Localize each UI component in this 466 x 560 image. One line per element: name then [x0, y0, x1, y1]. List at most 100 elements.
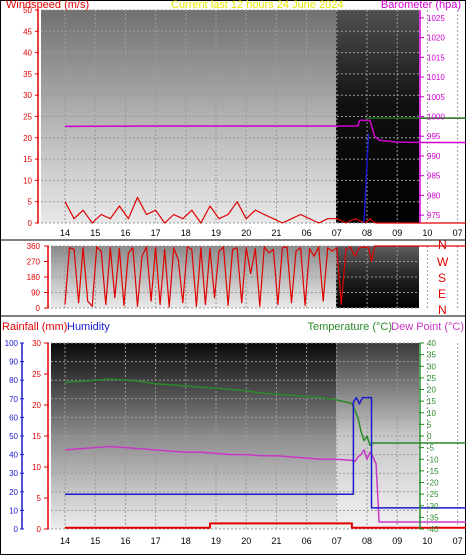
direction-tick-360: 360 — [27, 242, 41, 251]
bot-x-tick-10: 08 — [362, 536, 372, 546]
temperature-tick--15: -15 — [427, 467, 439, 476]
bot-x-tick-5: 19 — [211, 536, 221, 546]
barometer-tick-1005: 1005 — [427, 93, 445, 102]
dewpoint-series-line — [64, 445, 466, 523]
rainfall-axis-label: Rainfall (mm) — [2, 321, 67, 333]
rainfall-series-line — [65, 522, 466, 529]
temperature-tick-10: 10 — [427, 409, 436, 418]
rainfall-tick-0: 0 — [14, 525, 19, 534]
bot-x-tick-9: 07 — [332, 536, 342, 546]
windspeed-tick-20: 20 — [23, 134, 32, 143]
direction-tick-270: 270 — [27, 258, 41, 267]
direction-label-w: W — [437, 255, 449, 269]
temperature-tick-35: 35 — [427, 351, 436, 360]
top-x-tick-11: 09 — [392, 228, 402, 238]
temperature-tick-5: 5 — [427, 420, 432, 429]
rainfall-tick-90: 90 — [9, 358, 18, 367]
top-x-tick-9: 07 — [332, 228, 342, 238]
barometer-tick-980: 980 — [427, 191, 441, 200]
mid-panel-bg-right — [336, 246, 419, 308]
windspeed-tick-40: 40 — [23, 49, 32, 58]
barometer-tick-1020: 1020 — [427, 34, 445, 43]
bot-x-tick-3: 17 — [151, 536, 161, 546]
bot-x-tick-8: 06 — [302, 536, 312, 546]
dewpoint-axis-label: Dew Point (°C) — [391, 321, 464, 333]
temperature-tick-0: 0 — [427, 432, 432, 441]
windspeed-tick-30: 30 — [23, 91, 32, 100]
windspeed-axis-label: Windspeed (m/s) — [6, 0, 89, 11]
bot-x-tick-13: 07 — [453, 536, 463, 546]
humidity-axis-label: Humidity — [67, 321, 110, 333]
windspeed-tick-5: 5 — [28, 198, 33, 207]
rainfall-tick-30: 30 — [9, 469, 18, 478]
humidity-tick-10: 10 — [32, 463, 41, 472]
bot-x-tick-2: 16 — [120, 536, 130, 546]
direction-label-e: E — [438, 287, 446, 301]
grid-layer — [41, 9, 459, 530]
top-x-tick-10: 08 — [362, 228, 372, 238]
temperature-tick--35: -35 — [427, 513, 439, 522]
chart-title: Current last 12 hours 24 June 2024 — [171, 0, 343, 11]
windspeed-tick-0: 0 — [28, 219, 33, 228]
temperature-tick--30: -30 — [427, 502, 439, 511]
direction-label-s: S — [438, 271, 446, 285]
barometer-tick-1025: 1025 — [427, 14, 445, 23]
barometer-tick-1010: 1010 — [427, 73, 445, 82]
humidity-tick-20: 20 — [32, 401, 41, 410]
direction-tick-0: 0 — [36, 304, 41, 313]
temperature-tick-20: 20 — [427, 386, 436, 395]
bot-x-tick-0: 14 — [60, 536, 70, 546]
top-humidity-jump-line — [363, 133, 370, 224]
direction-tick-180: 180 — [27, 273, 41, 282]
windspeed-tick-45: 45 — [23, 27, 32, 36]
rainfall-tick-60: 60 — [9, 413, 18, 422]
top-x-tick-1: 15 — [90, 228, 100, 238]
direction-label-n-top: N — [438, 238, 447, 252]
rainfall-tick-100: 100 — [5, 339, 19, 348]
humidity-series-line — [65, 396, 466, 509]
rainfall-tick-80: 80 — [9, 376, 18, 385]
series-layer — [64, 117, 466, 529]
top-x-tick-8: 06 — [302, 228, 312, 238]
barometer-axis-label: Barometer (hpa) — [381, 0, 461, 11]
temperature-tick--10: -10 — [427, 455, 439, 464]
windspeed-series-line — [64, 196, 466, 224]
barometer-series-line — [64, 119, 466, 144]
bot-x-tick-6: 20 — [241, 536, 251, 546]
temperature-tick-15: 15 — [427, 397, 436, 406]
temperature-tick-30: 30 — [427, 362, 436, 371]
rainfall-tick-40: 40 — [9, 451, 18, 460]
temperature-tick--25: -25 — [427, 490, 439, 499]
top-x-tick-7: 21 — [271, 228, 281, 238]
rainfall-tick-10: 10 — [9, 506, 18, 515]
humidity-tick-15: 15 — [32, 432, 41, 441]
rainfall-tick-20: 20 — [9, 488, 18, 497]
top-x-tick-0: 14 — [60, 228, 70, 238]
bot-x-tick-4: 18 — [181, 536, 191, 546]
windspeed-tick-10: 10 — [23, 176, 32, 185]
top-x-tick-13: 07 — [453, 228, 463, 238]
windspeed-tick-15: 15 — [23, 155, 32, 164]
windspeed-tick-25: 25 — [23, 113, 32, 122]
temperature-tick--5: -5 — [427, 444, 435, 453]
barometer-tick-985: 985 — [427, 172, 441, 181]
top-x-tick-4: 18 — [181, 228, 191, 238]
direction-series-line — [64, 245, 466, 308]
temperature-tick--40: -40 — [427, 525, 439, 534]
direction-tick-90: 90 — [31, 289, 40, 298]
direction-label-n-bottom: N — [438, 303, 447, 317]
humidity-tick-0: 0 — [37, 525, 42, 534]
humidity-tick-5: 5 — [37, 494, 42, 503]
axis-layer: 0510152025303540455097598098599099510001… — [5, 6, 463, 546]
rainfall-tick-70: 70 — [9, 395, 18, 404]
top-x-tick-12: 10 — [422, 228, 432, 238]
top-x-tick-5: 19 — [211, 228, 221, 238]
top-x-tick-6: 20 — [241, 228, 251, 238]
barometer-tick-975: 975 — [427, 211, 441, 220]
barometer-tick-990: 990 — [427, 152, 441, 161]
temperature-tick--20: -20 — [427, 479, 439, 488]
temperature-tick-40: 40 — [427, 339, 436, 348]
humidity-tick-30: 30 — [32, 339, 41, 348]
